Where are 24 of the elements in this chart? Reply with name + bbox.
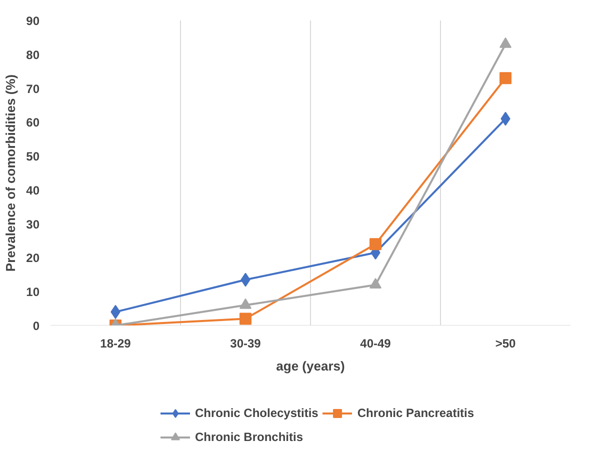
legend-label: Chronic Bronchitis (195, 430, 304, 444)
y-tick-label: 50 (26, 150, 40, 164)
y-tick-label: 60 (26, 116, 40, 130)
point (240, 312, 252, 325)
x-tick-label: >50 (495, 336, 516, 350)
x-tick-label: 40-49 (360, 336, 392, 350)
legend-label: Chronic Pancreatitis (357, 406, 474, 420)
point (500, 72, 512, 84)
y-tick-label: 40 (26, 183, 40, 198)
y-tick-label: 80 (26, 48, 40, 62)
y-tick-label: 90 (26, 14, 40, 28)
y-axis-title: Prevalence of comorbidities (%) (3, 74, 18, 272)
x-tick-label: 30-39 (230, 336, 262, 350)
x-tick-label: 18-29 (100, 336, 132, 350)
y-tick-label: 20 (26, 251, 40, 266)
y-tick-label: 0 (32, 319, 40, 333)
y-tick-label: 30 (26, 217, 40, 232)
legend-label: Chronic Cholecystitis (195, 406, 318, 420)
x-axis-title: age (years) (276, 358, 345, 374)
y-tick-label: 10 (26, 285, 40, 300)
point (240, 298, 252, 309)
point (370, 238, 382, 250)
y-tick-label: 70 (26, 82, 40, 96)
point (370, 278, 382, 289)
